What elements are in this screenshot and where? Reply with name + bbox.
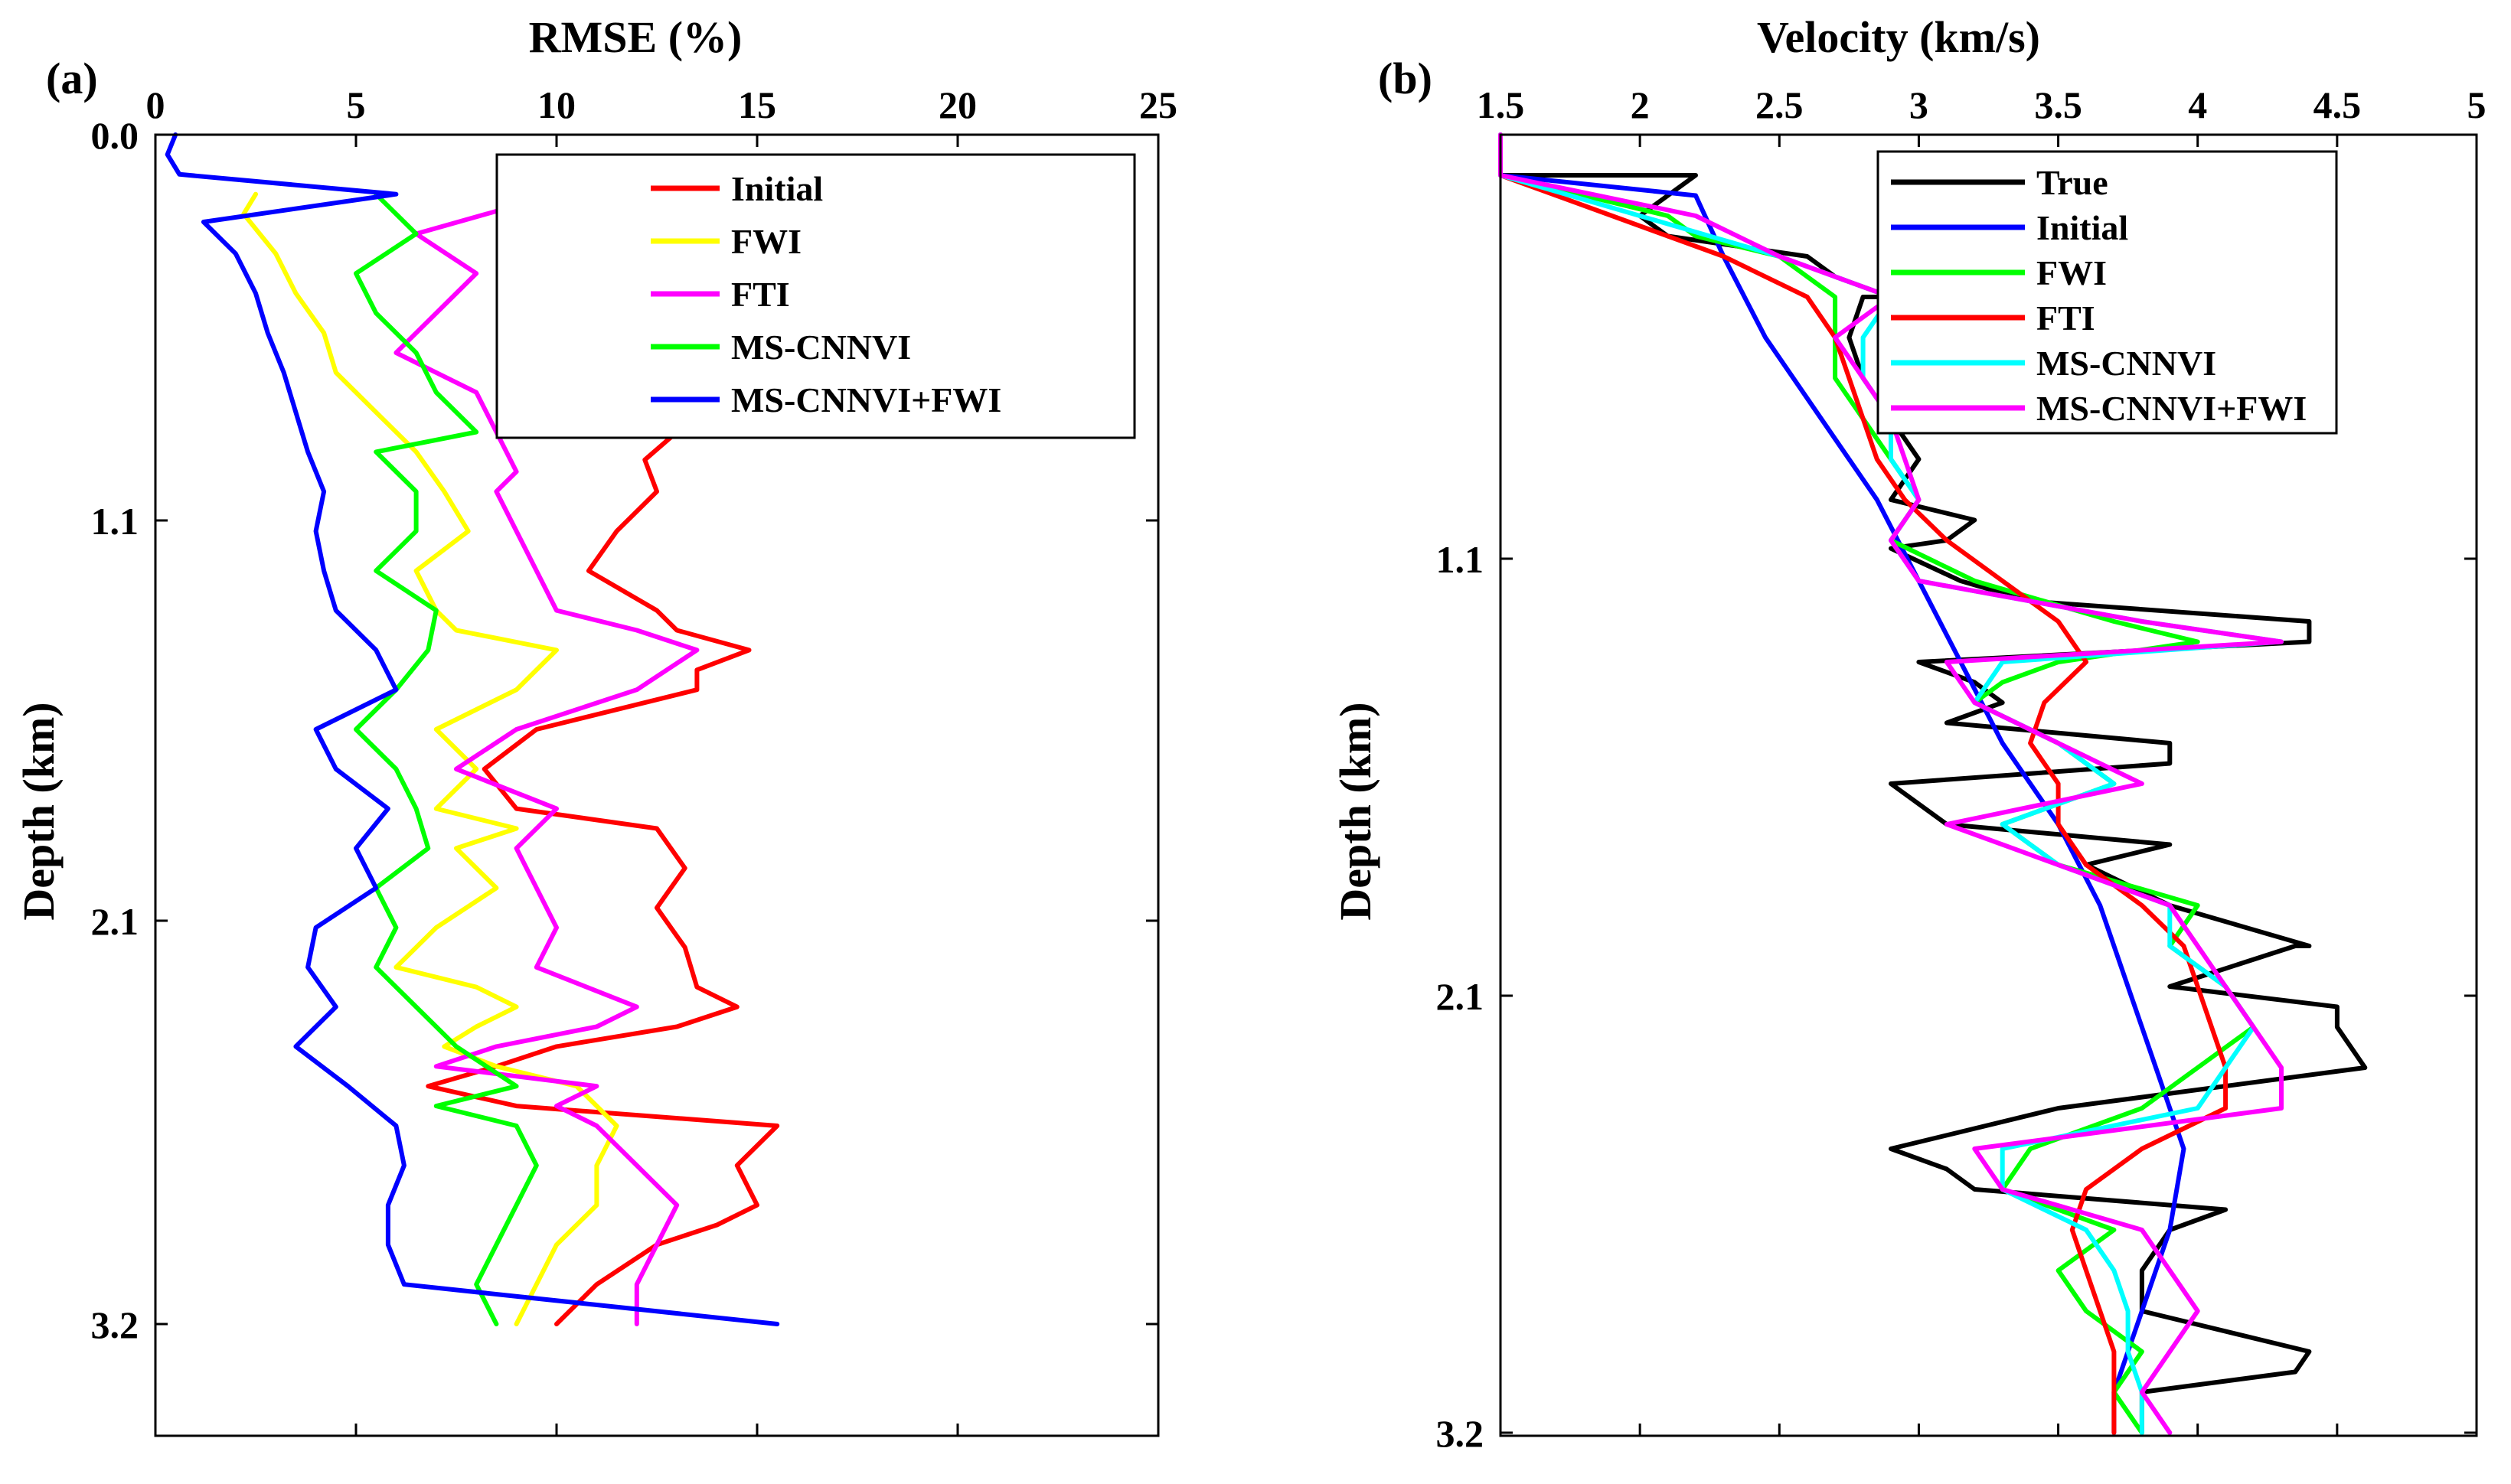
y-tick-label: 2.1: [91, 900, 139, 943]
panel-b-y-axis-title: Depth (km): [1331, 702, 1380, 920]
panel-b-axes-box: [1499, 133, 2478, 1437]
legend-label: MS-CNNVI+FWI: [731, 380, 1001, 419]
legend-label: FTI: [2036, 298, 2095, 338]
x-tick-label: 5: [2467, 83, 2487, 126]
x-tick-label: 4: [2188, 83, 2207, 126]
panel-a-legend-box: [495, 153, 1136, 439]
panel-a-legend: Initial FWI FTI MS-CNNVI MS-CNNVI+FWI: [495, 153, 1136, 439]
series-line-ms-cnnvi-fwi: [165, 132, 780, 1326]
legend-label: True: [2036, 163, 2108, 202]
y-tick-label: 1.1: [91, 500, 139, 543]
x-tick-label: 20: [939, 83, 977, 126]
series-line-true: [1498, 132, 2368, 1435]
x-tick-label: 1.5: [1477, 83, 1525, 126]
x-tick-label: 3.5: [2034, 83, 2082, 126]
x-tick-label: 5: [347, 83, 366, 126]
panel-a-rmse: (a) RMSE (%) Depth (km) 0 5 10 15 20 25 0.0 1.1…: [14, 12, 1177, 1437]
panel-b-series: [1498, 132, 2368, 1435]
series-line-ms-cnnvi: [1498, 132, 2284, 1435]
legend-label: FTI: [731, 275, 790, 314]
panel-b-legend: True Initial FWI FTI MS-CNNVI MS-CNNVI+FWI: [1876, 150, 2338, 435]
x-tick-label: 15: [738, 83, 776, 126]
x-tick-label: 4.5: [2313, 83, 2362, 126]
panel-a-y-axis-title: Depth (km): [14, 702, 64, 920]
x-tick-label: 3: [1909, 83, 1928, 126]
panel-a-x-axis-title: RMSE (%): [529, 12, 743, 62]
x-tick-label: 2: [1631, 83, 1650, 126]
panel-a-legend-items: Initial FWI FTI MS-CNNVI MS-CNNVI+FWI: [651, 169, 1001, 419]
y-tick-label: 2.1: [1436, 975, 1484, 1018]
panel-b-legend-items: True Initial FWI FTI MS-CNNVI MS-CNNVI+FWI: [1891, 163, 2307, 428]
legend-label: Initial: [2036, 208, 2128, 247]
y-tick-label: 3.2: [1436, 1412, 1484, 1455]
x-tick-label: 10: [537, 83, 576, 126]
series-line-ms-cnnvi-fwi: [1498, 132, 2284, 1435]
y-tick-label: 0.0: [91, 114, 139, 157]
panel-a-label: (a): [46, 54, 98, 103]
panel-a-ticks: 0 5 10 15 20 25 0.0 1.1 2.1 3.2: [91, 83, 1177, 1436]
legend-label: MS-CNNVI: [731, 328, 911, 367]
series-line-fwi: [241, 191, 619, 1326]
panel-a-axes-box: [154, 133, 1160, 1437]
panel-b-ticks: 1.5 2 2.5 3 3.5 4 4.5 5 1.1 2.1 3.2: [1436, 83, 2487, 1455]
panel-b-velocity: (b) Velocity (km/s) Depth (km) 1.5 2 2.5 3 3…: [1331, 12, 2487, 1455]
legend-label: Initial: [731, 169, 823, 208]
panel-b-x-axis-title: Velocity (km/s): [1757, 12, 2040, 62]
legend-label: MS-CNNVI: [2036, 344, 2216, 383]
series-line-fti: [1498, 132, 2229, 1435]
legend-label: FWI: [2036, 253, 2107, 292]
panel-b-legend-box: [1876, 150, 2338, 435]
x-tick-label: 0: [146, 83, 165, 126]
legend-label: MS-CNNVI+FWI: [2036, 389, 2307, 428]
x-tick-label: 2.5: [1755, 83, 1804, 126]
panel-a-series: [165, 132, 780, 1326]
series-line-ms-cnnvi: [354, 191, 539, 1326]
y-tick-label: 1.1: [1436, 538, 1484, 581]
y-tick-label: 3.2: [91, 1303, 139, 1346]
legend-label: FWI: [731, 222, 802, 261]
panel-b-label: (b): [1378, 54, 1432, 103]
series-line-fti: [393, 191, 700, 1326]
x-tick-label: 25: [1139, 83, 1177, 126]
